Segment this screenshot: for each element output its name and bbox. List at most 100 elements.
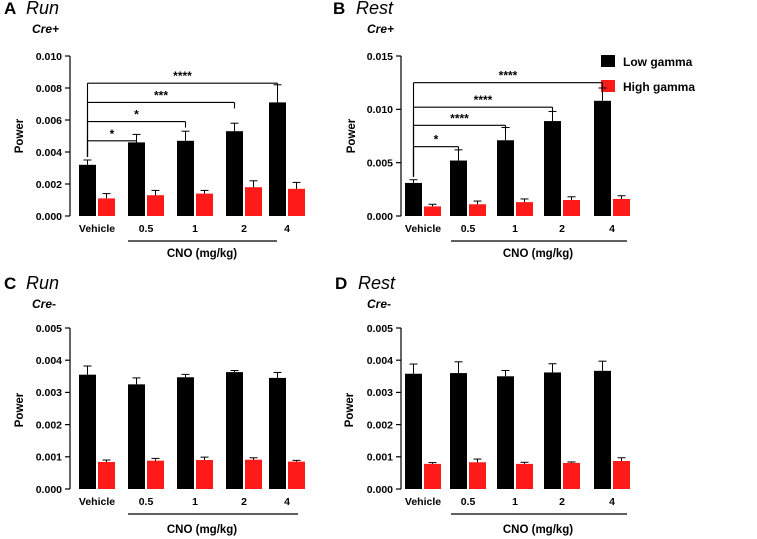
bar-low-gamma-2 [544,372,561,489]
bar-low-gamma-4 [594,100,611,216]
bar-low-gamma-2 [544,121,561,216]
legend-label-low-gamma: Low gamma [623,55,693,69]
significance-label: **** [450,111,469,125]
bar-high-gamma-4 [613,460,630,489]
bar-low-gamma-0.5 [128,384,145,489]
category-label: 4 [284,496,290,508]
bar-high-gamma-Vehicle [424,463,441,489]
bar-high-gamma-4 [613,198,630,216]
panel-genotype: Cre+ [32,22,59,36]
panel-b: B Rest Cre+ Power CNO (mg/kg) 0.000 0.005… [333,0,630,260]
bar-high-gamma-4 [288,188,305,216]
y-axis-label: Power [344,392,356,427]
panel-genotype: Cre- [32,297,56,311]
category-label: Vehicle [79,223,115,235]
panel-letter: D [335,274,347,293]
category-label: Vehicle [79,496,115,508]
category-label: 2 [559,496,565,508]
bar-high-gamma-2 [563,462,580,489]
bar-high-gamma-1 [516,202,533,216]
bar-high-gamma-0.5 [469,462,486,489]
bar-low-gamma-Vehicle [79,164,96,216]
category-label: 2 [241,223,247,235]
y-tick-label: 0.004 [367,355,393,367]
category-label: 2 [241,496,247,508]
panel-condition: Rest [356,0,394,18]
y-tick-label: 0.001 [36,452,62,464]
bar-low-gamma-4 [594,370,611,489]
category-label: 1 [512,496,518,508]
y-tick-label: 0.006 [36,115,62,127]
category-label: 4 [609,223,615,235]
x-axis-label: CNO (mg/kg) [503,248,573,260]
panel-letter: C [4,274,16,293]
legend-swatch-high-gamma [601,80,615,92]
significance-label: * [110,127,115,141]
category-label: 4 [284,223,290,235]
bar-low-gamma-2 [226,131,243,216]
y-axis-label: Power [14,118,26,153]
y-axis-label: Power [346,118,358,153]
panel-c: C Run Cre- Power CNO (mg/kg) 0.000 0.001 0… [4,273,305,536]
bar-low-gamma-1 [497,140,514,216]
panel-d: D Rest Cre- Power CNO (mg/kg) 0.000 0.001… [335,273,630,536]
bar-high-gamma-2 [245,187,262,216]
bar-high-gamma-Vehicle [98,198,115,216]
y-tick-label: 0.001 [367,452,393,464]
category-label: 0.5 [461,223,476,235]
y-tick-label: 0.002 [36,419,62,431]
category-label: 4 [609,496,615,508]
category-label: 1 [512,223,518,235]
bar-low-gamma-Vehicle [405,373,422,489]
bar-high-gamma-1 [516,463,533,489]
bar-high-gamma-1 [196,460,213,489]
x-axis-label: CNO (mg/kg) [167,524,237,536]
category-label: Vehicle [405,496,441,508]
bar-low-gamma-0.5 [450,160,467,216]
bar-low-gamma-Vehicle [405,182,422,216]
panel-condition: Run [26,0,59,18]
bar-high-gamma-1 [196,193,213,216]
y-tick-label: 0.004 [36,147,62,159]
y-tick-label: 0.002 [36,179,62,191]
bar-low-gamma-1 [177,140,194,216]
legend: Low gamma High gamma [601,55,695,94]
panel-genotype: Cre- [367,297,391,311]
significance-label: **** [474,93,493,107]
y-tick-label: 0.000 [367,211,393,223]
bar-low-gamma-0.5 [128,142,145,216]
significance-label: **** [499,69,518,83]
panel-condition: Rest [358,273,396,293]
y-tick-label: 0.008 [36,83,62,95]
y-axis-label: Power [14,392,26,427]
panel-genotype: Cre+ [367,22,394,36]
panel-a: A Run Cre+ Power CNO (mg/kg) 0.000 0.002 0… [4,0,305,260]
bar-high-gamma-Vehicle [424,206,441,216]
bar-low-gamma-4 [269,377,286,489]
y-tick-label: 0.015 [367,51,393,63]
significance-label: * [434,133,439,147]
category-label: 2 [559,223,565,235]
bar-high-gamma-Vehicle [98,461,115,489]
significance-label: * [134,108,139,122]
category-label: 0.5 [461,496,476,508]
bar-low-gamma-1 [177,377,194,489]
category-label: 0.5 [139,496,154,508]
category-label: 1 [192,496,198,508]
y-tick-label: 0.005 [367,157,393,169]
bar-high-gamma-2 [563,200,580,216]
bar-low-gamma-2 [226,372,243,489]
x-axis-label: CNO (mg/kg) [503,524,573,536]
bar-high-gamma-4 [288,461,305,489]
x-axis-label: CNO (mg/kg) [167,248,237,260]
y-tick-label: 0.002 [367,419,393,431]
legend-swatch-low-gamma [601,55,615,67]
y-tick-label: 0.004 [36,355,62,367]
bar-high-gamma-0.5 [469,204,486,216]
panel-letter: B [333,0,345,18]
bar-high-gamma-2 [245,459,262,489]
panel-condition: Run [26,273,59,293]
y-tick-label: 0.000 [36,211,62,223]
category-label: Vehicle [405,223,441,235]
